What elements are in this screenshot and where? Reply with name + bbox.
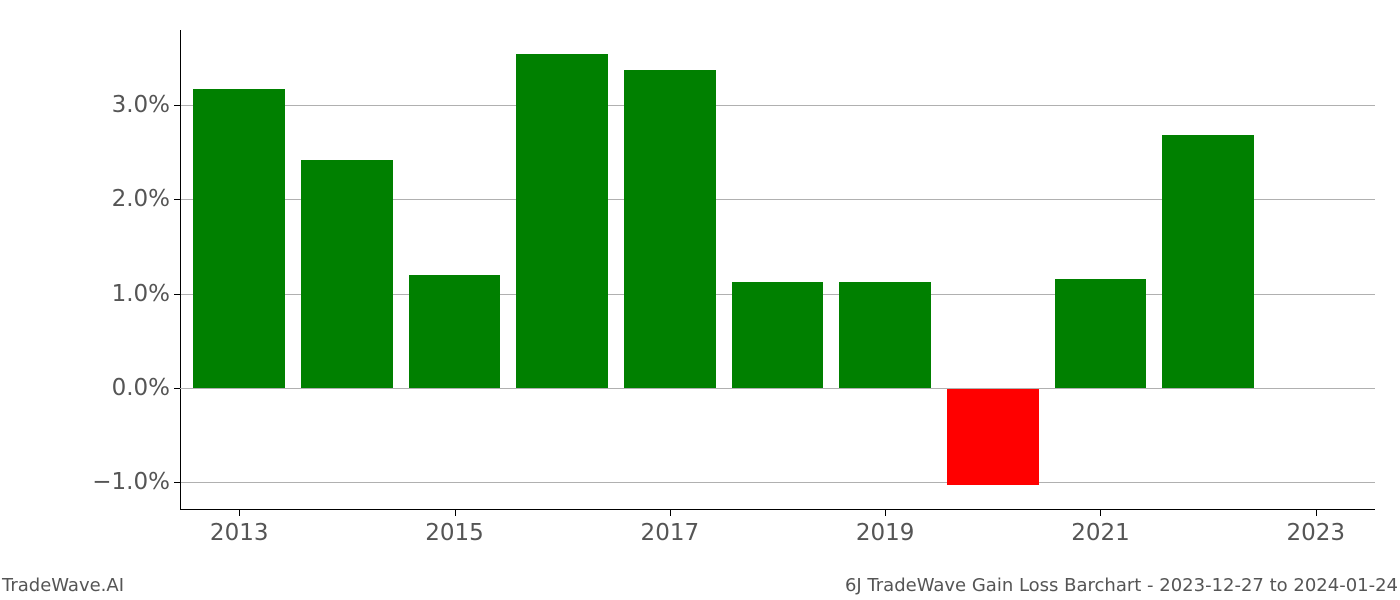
bar xyxy=(301,160,393,388)
bar xyxy=(193,89,285,387)
x-tick-label: 2021 xyxy=(1071,510,1130,546)
bar xyxy=(624,70,716,388)
y-tick-label: 3.0% xyxy=(112,92,180,118)
y-tick-label: 0.0% xyxy=(112,375,180,401)
y-tick-label: 1.0% xyxy=(112,281,180,307)
bar xyxy=(732,282,824,387)
bar xyxy=(516,54,608,388)
bar xyxy=(839,282,931,387)
axis-spine-left xyxy=(180,30,181,510)
x-tick-label: 2017 xyxy=(641,510,700,546)
y-tick-label: 2.0% xyxy=(112,186,180,212)
gridline xyxy=(180,482,1375,483)
bar xyxy=(1162,135,1254,387)
zero-line xyxy=(180,388,1375,389)
footer-brand: TradeWave.AI xyxy=(2,575,124,596)
x-tick-label: 2013 xyxy=(210,510,269,546)
bar xyxy=(947,388,1039,485)
x-tick-label: 2015 xyxy=(425,510,484,546)
y-tick-label: −1.0% xyxy=(92,469,180,495)
x-tick-label: 2023 xyxy=(1287,510,1346,546)
x-tick-label: 2019 xyxy=(856,510,915,546)
plot-area: −1.0%0.0%1.0%2.0%3.0%2013201520172019202… xyxy=(180,30,1375,510)
gain-loss-barchart: −1.0% 0.0% 1.0% 2.0% 3.0% 2013 2015 2017 2019 202… xyxy=(0,0,1400,600)
axis-spine-bottom xyxy=(180,509,1375,510)
bar xyxy=(409,275,501,388)
bar xyxy=(1055,279,1147,387)
footer-title: 6J TradeWave Gain Loss Barchart - 2023-1… xyxy=(845,575,1398,596)
gridline xyxy=(180,105,1375,106)
